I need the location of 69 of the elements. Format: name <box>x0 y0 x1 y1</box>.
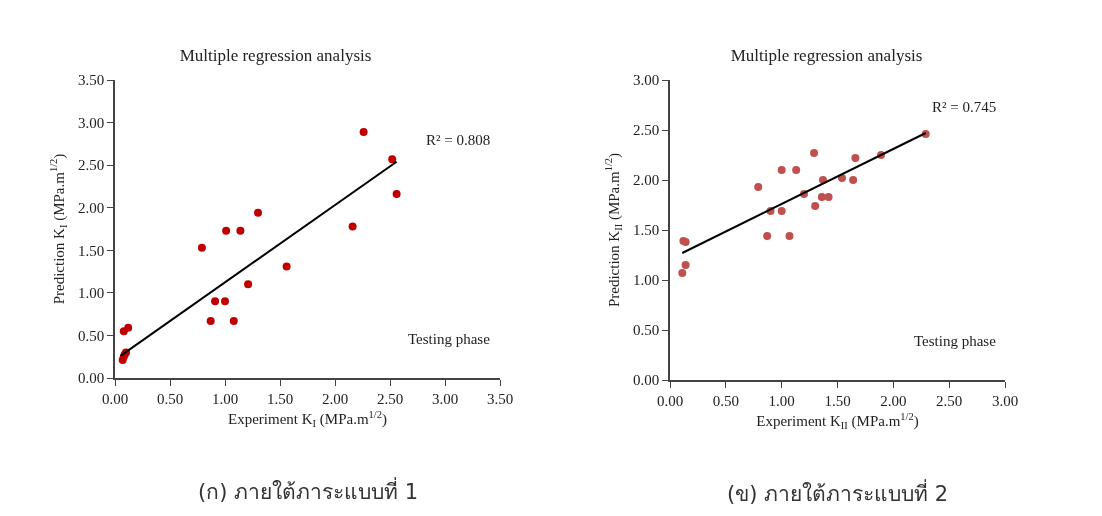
y-tick-label: 1.50 <box>78 242 105 259</box>
y-tick-label: 1.00 <box>633 272 660 289</box>
point <box>244 280 253 289</box>
point <box>777 207 786 215</box>
point <box>388 155 397 164</box>
x-tick-label: 3.00 <box>991 392 1019 409</box>
chart-title: Multiple regression analysis <box>730 45 923 65</box>
point <box>763 232 772 240</box>
point <box>197 243 206 252</box>
point <box>824 193 833 201</box>
x-tick-label: 0.50 <box>712 392 739 409</box>
point <box>221 297 229 306</box>
y-tick-label: 3.00 <box>78 114 105 131</box>
point <box>392 190 401 199</box>
point <box>359 127 368 136</box>
point <box>222 226 231 235</box>
text: (ข) ภายใต้ภาระแบบที่ 2 <box>727 479 949 506</box>
point <box>236 226 245 235</box>
x-tick-label: 3.50 <box>486 390 514 407</box>
annotation: Testing phase <box>408 331 491 347</box>
y-tick-label: 2.00 <box>78 199 105 216</box>
x-tick-label: 3.00 <box>431 390 459 407</box>
x-axis-title: Experiment K$_{I}$ (MPa.m$^{1/2}$) <box>228 408 387 430</box>
x-tick-label: 0.00 <box>101 390 129 407</box>
y-tick-label: 1.50 <box>633 222 660 239</box>
x-tick-label: 1.00 <box>768 392 795 409</box>
text: (ก) ภายใต้ภาระแบบที่ 1 <box>198 477 419 504</box>
point <box>681 261 690 269</box>
point <box>254 208 262 217</box>
x-tick-label: 2.00 <box>321 390 349 407</box>
y-tick-label: 1.00 <box>78 285 105 302</box>
point <box>810 149 819 157</box>
point <box>124 323 133 332</box>
y-tick-label: 3.00 <box>633 72 660 89</box>
point <box>754 183 763 191</box>
point <box>851 154 860 162</box>
chart-title: Multiple regression analysis <box>179 45 372 65</box>
x-tick-label: 2.50 <box>936 392 963 409</box>
y-tick-label: 2.00 <box>633 172 660 189</box>
y-tick-label: 0.00 <box>633 372 660 389</box>
x-tick-label: 1.50 <box>266 390 294 407</box>
y-tick-label: 2.50 <box>78 157 105 174</box>
x-axis-title: Experiment K$_{II}$ (MPa.m$^{1/2}$) <box>756 410 919 432</box>
point <box>678 269 687 277</box>
y-tick-label: 0.00 <box>78 370 105 387</box>
point <box>785 232 794 240</box>
point <box>811 202 820 210</box>
x-tick-label: 1.50 <box>824 392 851 409</box>
y-tick-label: 0.50 <box>633 322 660 339</box>
x-tick-label: 0.00 <box>656 392 684 409</box>
y-tick-label: 0.50 <box>78 327 105 344</box>
point <box>211 297 220 306</box>
point <box>348 222 357 231</box>
point <box>229 316 238 325</box>
point <box>206 316 215 325</box>
x-tick-label: 2.50 <box>376 390 404 407</box>
point <box>849 176 858 184</box>
point <box>817 193 826 201</box>
point <box>282 262 291 271</box>
y-tick-label: 3.50 <box>78 72 105 89</box>
y-tick-label: 2.50 <box>633 122 660 139</box>
annotation: Testing phase <box>914 333 997 349</box>
point <box>777 166 786 174</box>
annotation: R² = 0.808 <box>426 132 491 148</box>
annotation: R² = 0.745 <box>932 99 997 115</box>
x-tick-label: 0.50 <box>156 390 184 407</box>
x-tick-label: 1.00 <box>211 390 239 407</box>
x-tick-label: 2.00 <box>880 392 907 409</box>
point <box>792 166 801 174</box>
